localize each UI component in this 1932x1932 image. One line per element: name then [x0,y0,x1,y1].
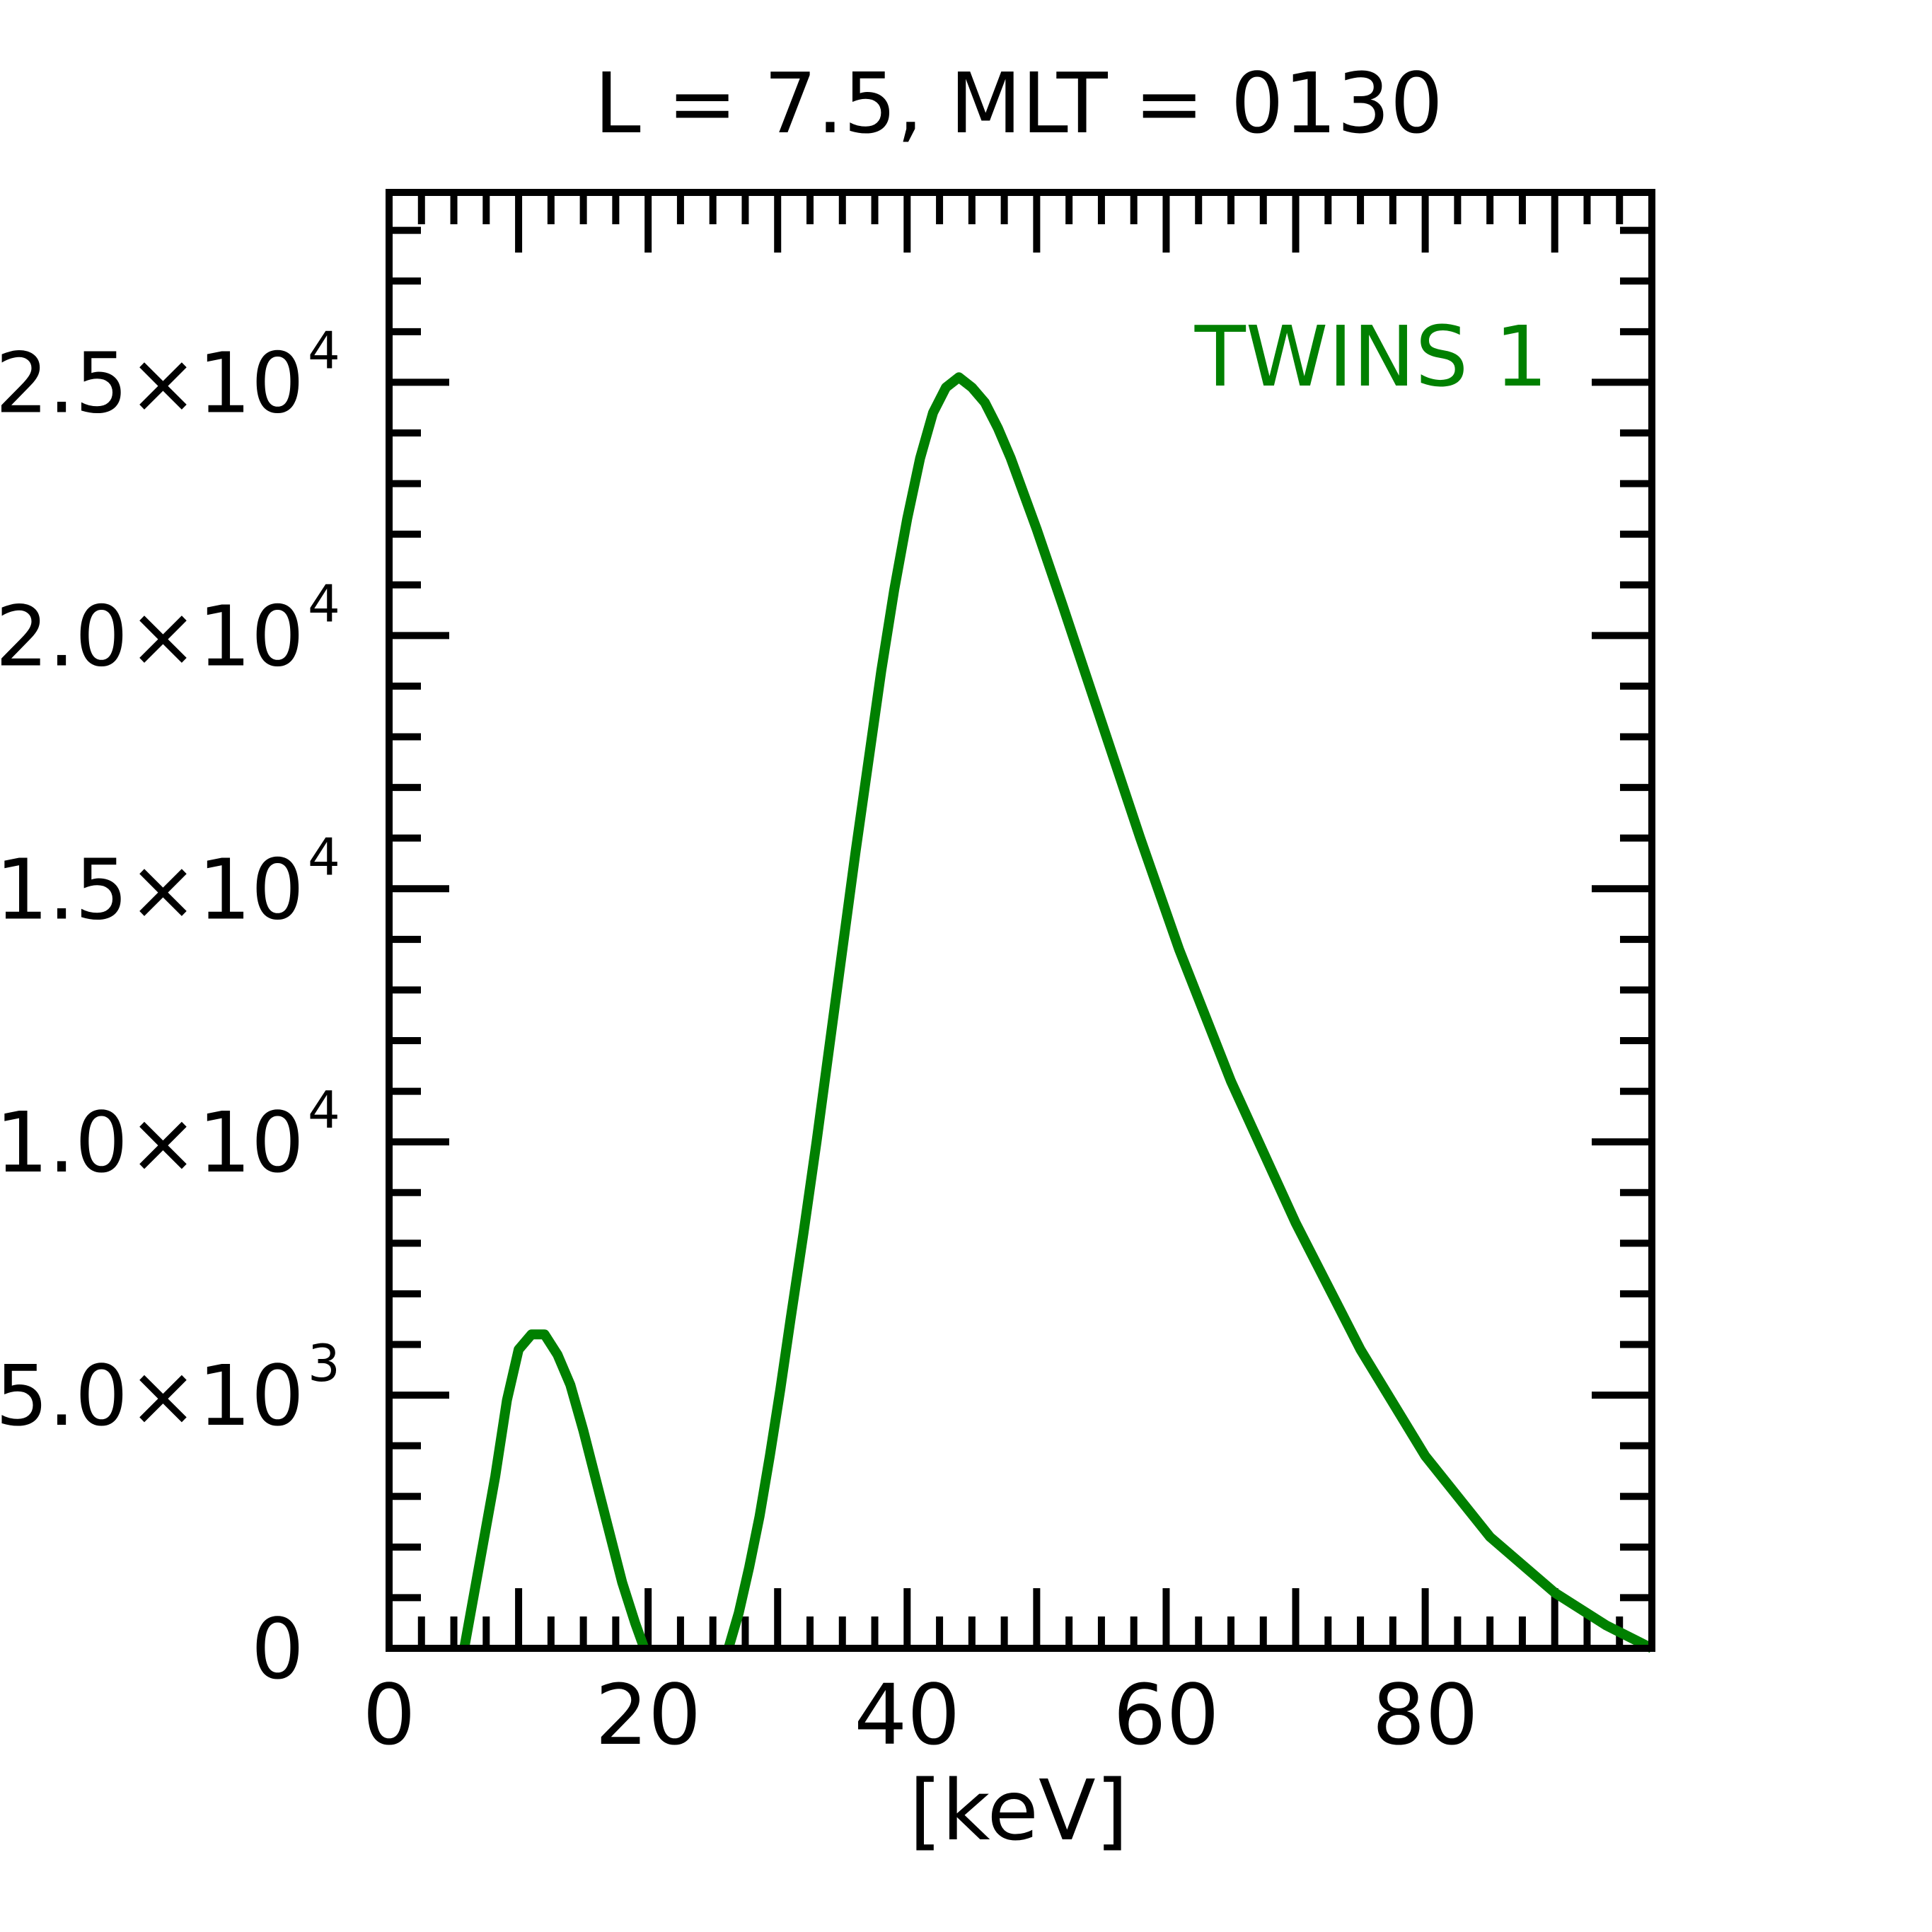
series-line [723,372,1655,1653]
y-tick-label: 2.0×10 [0,587,304,685]
y-tick-exponent: 4 [308,574,340,633]
x-tick-label: 20 [595,1666,701,1764]
plot-area [459,372,1655,1653]
x-tick-label: 0 [362,1666,415,1764]
series-line [459,1329,649,1650]
y-tick-label: 2.5×10 [0,334,304,432]
y-tick-label: 1.0×10 [0,1094,304,1191]
y-tick-label: 5.0×10 [0,1347,304,1445]
y-tick-exponent: 3 [308,1334,340,1393]
y-tick-exponent: 4 [308,320,340,380]
x-tick-label: 60 [1113,1666,1219,1764]
x-tick-label: 80 [1372,1666,1479,1764]
x-tick-label: 40 [854,1666,960,1764]
y-tick-label: 0 [251,1600,304,1698]
plot-frame [386,189,1655,1652]
y-tick-label: 1.5×10 [0,840,304,938]
series-label-twins-1: TWINS 1 [1194,308,1548,405]
chart-title: L = 7.5, MLT = 0130 [594,54,1443,152]
y-tick-exponent: 4 [308,1080,340,1140]
x-axis-label: [keV] [909,1762,1128,1859]
y-tick-exponent: 4 [308,827,340,886]
